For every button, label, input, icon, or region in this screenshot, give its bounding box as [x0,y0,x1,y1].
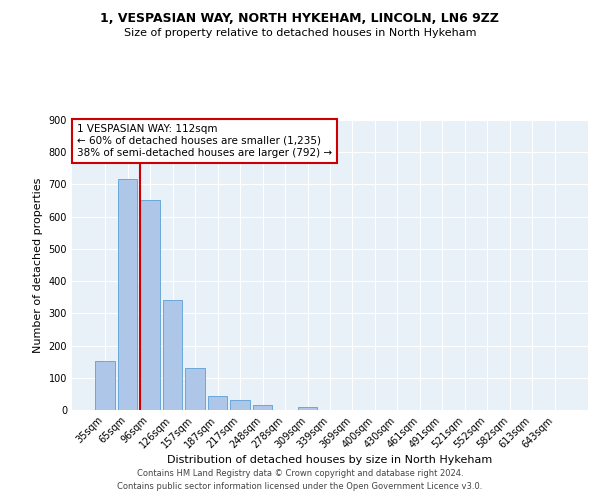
Text: 1 VESPASIAN WAY: 112sqm
← 60% of detached houses are smaller (1,235)
38% of semi: 1 VESPASIAN WAY: 112sqm ← 60% of detache… [77,124,332,158]
Bar [230,400,250,410]
Bar [140,200,160,410]
Text: Contains public sector information licensed under the Open Government Licence v3: Contains public sector information licen… [118,482,482,491]
Bar [208,396,227,410]
Bar [95,361,115,410]
Bar [185,368,205,410]
Bar [163,300,182,410]
Bar [118,180,137,410]
Bar [253,405,272,410]
Y-axis label: Number of detached properties: Number of detached properties [33,178,43,352]
Bar [298,407,317,410]
Text: Size of property relative to detached houses in North Hykeham: Size of property relative to detached ho… [124,28,476,38]
X-axis label: Distribution of detached houses by size in North Hykeham: Distribution of detached houses by size … [167,456,493,466]
Text: 1, VESPASIAN WAY, NORTH HYKEHAM, LINCOLN, LN6 9ZZ: 1, VESPASIAN WAY, NORTH HYKEHAM, LINCOLN… [101,12,499,26]
Text: Contains HM Land Registry data © Crown copyright and database right 2024.: Contains HM Land Registry data © Crown c… [137,468,463,477]
